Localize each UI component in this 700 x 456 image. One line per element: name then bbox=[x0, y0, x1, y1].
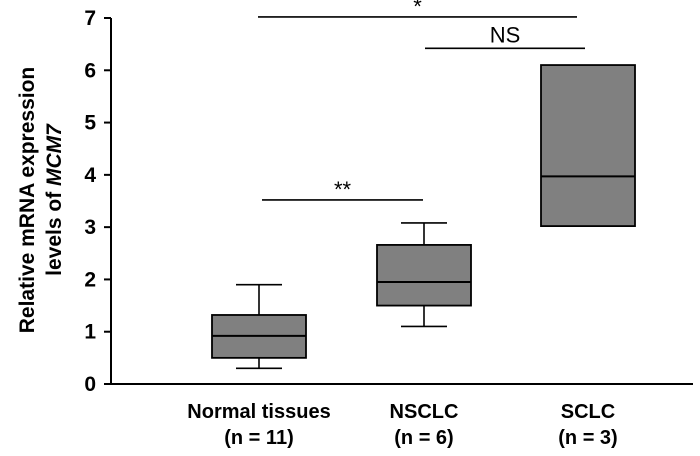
y-tick-label: 4 bbox=[84, 164, 96, 187]
significance-label: * bbox=[413, 0, 422, 19]
box-group bbox=[211, 283, 307, 370]
significance-brackets: ** NS * bbox=[258, 0, 585, 202]
significance-label: NS bbox=[490, 22, 521, 47]
y-tick-label: 1 bbox=[84, 321, 96, 344]
category-name-label: Normal tissues bbox=[187, 401, 330, 423]
category-labels: Normal tissues (n = 11) NSCLC (n = 6) SCLC (n… bbox=[187, 401, 617, 449]
y-axis-label-line2: levels of MCM7 bbox=[43, 123, 66, 276]
y-tick-label: 7 bbox=[84, 7, 96, 30]
significance-label: ** bbox=[334, 177, 352, 202]
category-n-label: (n = 6) bbox=[394, 427, 453, 449]
y-ticks: 0 1 2 3 4 5 6 7 bbox=[84, 7, 111, 396]
box-group bbox=[540, 64, 636, 227]
category-name-label: NSCLC bbox=[390, 401, 459, 423]
box-group bbox=[376, 222, 472, 328]
box-iqr bbox=[376, 244, 472, 307]
box-iqr bbox=[540, 64, 636, 227]
category-name-label: SCLC bbox=[561, 401, 615, 423]
boxes bbox=[211, 64, 636, 370]
y-axis-label-gene: MCM7 bbox=[43, 123, 66, 186]
category-n-label: (n = 3) bbox=[558, 427, 617, 449]
y-tick-label: 3 bbox=[84, 216, 96, 239]
y-axis-label-prefix: levels of bbox=[43, 186, 66, 276]
y-tick-label: 6 bbox=[84, 59, 96, 82]
y-axis-label: Relative mRNA expression levels of MCM7 bbox=[16, 67, 66, 334]
y-tick-label: 0 bbox=[84, 373, 96, 396]
category-n-label: (n = 11) bbox=[224, 427, 293, 449]
y-tick-label: 5 bbox=[84, 112, 96, 135]
y-axis-label-line1: Relative mRNA expression bbox=[16, 67, 39, 334]
y-tick-label: 2 bbox=[84, 268, 96, 291]
